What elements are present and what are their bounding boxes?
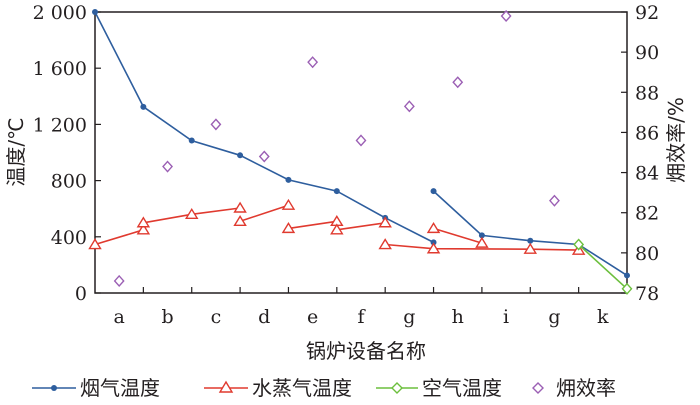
legend-item-air: 空气温度 bbox=[376, 376, 502, 400]
series-line bbox=[433, 227, 483, 244]
left-tick-label: 0 bbox=[75, 283, 87, 305]
point-triangle bbox=[523, 242, 538, 254]
legend-label: 水蒸气温度 bbox=[252, 376, 352, 400]
series-2 bbox=[573, 238, 633, 295]
left-tick-label: 1 600 bbox=[33, 58, 87, 80]
point-dot bbox=[237, 152, 244, 159]
right-tick-label: 84 bbox=[635, 163, 659, 185]
series-line bbox=[288, 220, 337, 230]
left-tick-label: 2 000 bbox=[33, 2, 87, 24]
point-dot bbox=[188, 137, 195, 144]
legend-marker-diamond bbox=[391, 382, 403, 394]
x-axis-title: 锅炉设备名称 bbox=[306, 339, 426, 363]
legend-item-exergy: 㶲效率 bbox=[532, 376, 616, 400]
point-triangle bbox=[88, 238, 102, 250]
point-triangle bbox=[136, 216, 151, 228]
point-dot bbox=[478, 232, 485, 239]
point-triangle bbox=[378, 238, 392, 250]
point-triangle bbox=[233, 215, 247, 227]
series-layer bbox=[88, 9, 633, 295]
left-axis-ticks: 0 400 800 1 200 1 600 2 000 bbox=[33, 2, 101, 305]
point-diamond bbox=[403, 100, 415, 113]
point-dot bbox=[430, 188, 437, 195]
legend-item-steam: 水蒸气温度 bbox=[204, 376, 352, 400]
series-line bbox=[94, 229, 144, 246]
right-axis-ticks: 78 80 82 84 86 88 90 92 bbox=[621, 2, 659, 305]
point-diamond bbox=[162, 160, 173, 173]
x-tick-label: c bbox=[211, 306, 222, 328]
x-tick-label: f bbox=[357, 306, 366, 328]
x-tick-label: e bbox=[307, 306, 318, 328]
point-triangle bbox=[426, 242, 441, 254]
point-triangle bbox=[281, 198, 296, 210]
point-diamond bbox=[113, 274, 125, 288]
x-tick-label: g bbox=[548, 306, 560, 328]
series-line bbox=[239, 204, 289, 223]
right-tick-label: 92 bbox=[635, 2, 659, 24]
series-3 bbox=[113, 9, 560, 288]
point-diamond bbox=[452, 76, 464, 89]
point-triangle bbox=[233, 201, 247, 213]
x-tick-label: h bbox=[452, 306, 464, 328]
right-tick-label: 82 bbox=[635, 203, 659, 225]
point-triangle bbox=[281, 222, 296, 234]
point-triangle bbox=[475, 236, 489, 248]
point-triangle bbox=[136, 223, 151, 235]
legend-item-flue-gas: 烟气温度 bbox=[32, 376, 160, 400]
x-tick-label: i bbox=[503, 306, 509, 328]
series-line bbox=[385, 243, 579, 251]
point-dot bbox=[285, 176, 292, 183]
point-diamond bbox=[355, 134, 367, 147]
legend-marker-triangle bbox=[218, 380, 234, 393]
series-line bbox=[336, 222, 386, 231]
left-axis-title: 温度/℃ bbox=[4, 117, 28, 186]
legend-label: 㶲效率 bbox=[556, 376, 616, 400]
series-line bbox=[578, 243, 628, 290]
right-tick-label: 88 bbox=[635, 82, 659, 104]
point-dot bbox=[527, 237, 534, 244]
plot-border bbox=[94, 11, 628, 294]
point-triangle bbox=[330, 223, 344, 235]
x-tick-label: d bbox=[258, 306, 270, 328]
point-diamond bbox=[258, 150, 270, 163]
right-tick-label: 90 bbox=[635, 42, 659, 64]
series-1 bbox=[88, 198, 586, 255]
x-tick-label: k bbox=[597, 306, 609, 328]
point-diamond bbox=[573, 238, 585, 251]
legend: 烟气温度 水蒸气温度 空气温度 㶲效率 bbox=[32, 376, 616, 400]
x-tick-label: a bbox=[114, 306, 125, 328]
point-diamond bbox=[210, 118, 222, 131]
x-tick-label: b bbox=[161, 306, 173, 328]
point-dot bbox=[624, 272, 630, 279]
legend-marker-dot bbox=[51, 385, 57, 391]
plot-frame bbox=[94, 11, 628, 294]
point-diamond bbox=[621, 282, 633, 295]
x-tick-label: g bbox=[403, 306, 415, 328]
point-triangle bbox=[184, 207, 199, 220]
left-tick-label: 800 bbox=[51, 171, 87, 193]
point-diamond bbox=[500, 9, 512, 23]
legend-label: 空气温度 bbox=[422, 376, 502, 400]
left-tick-label: 1 200 bbox=[33, 114, 87, 136]
point-dot bbox=[333, 188, 340, 195]
legend-marker-open-diamond bbox=[532, 382, 544, 394]
point-diamond bbox=[307, 56, 319, 69]
right-tick-label: 80 bbox=[635, 243, 659, 265]
point-diamond bbox=[549, 194, 560, 207]
point-dot bbox=[92, 9, 98, 15]
right-axis-title: 㶲效率/% bbox=[664, 97, 688, 183]
point-triangle bbox=[426, 222, 441, 234]
right-tick-label: 78 bbox=[635, 283, 659, 305]
left-tick-label: 400 bbox=[51, 227, 87, 249]
legend-label: 烟气温度 bbox=[80, 376, 160, 400]
point-dot bbox=[140, 103, 147, 110]
point-triangle bbox=[378, 216, 392, 228]
series-line bbox=[94, 11, 434, 244]
right-tick-label: 86 bbox=[635, 122, 659, 144]
